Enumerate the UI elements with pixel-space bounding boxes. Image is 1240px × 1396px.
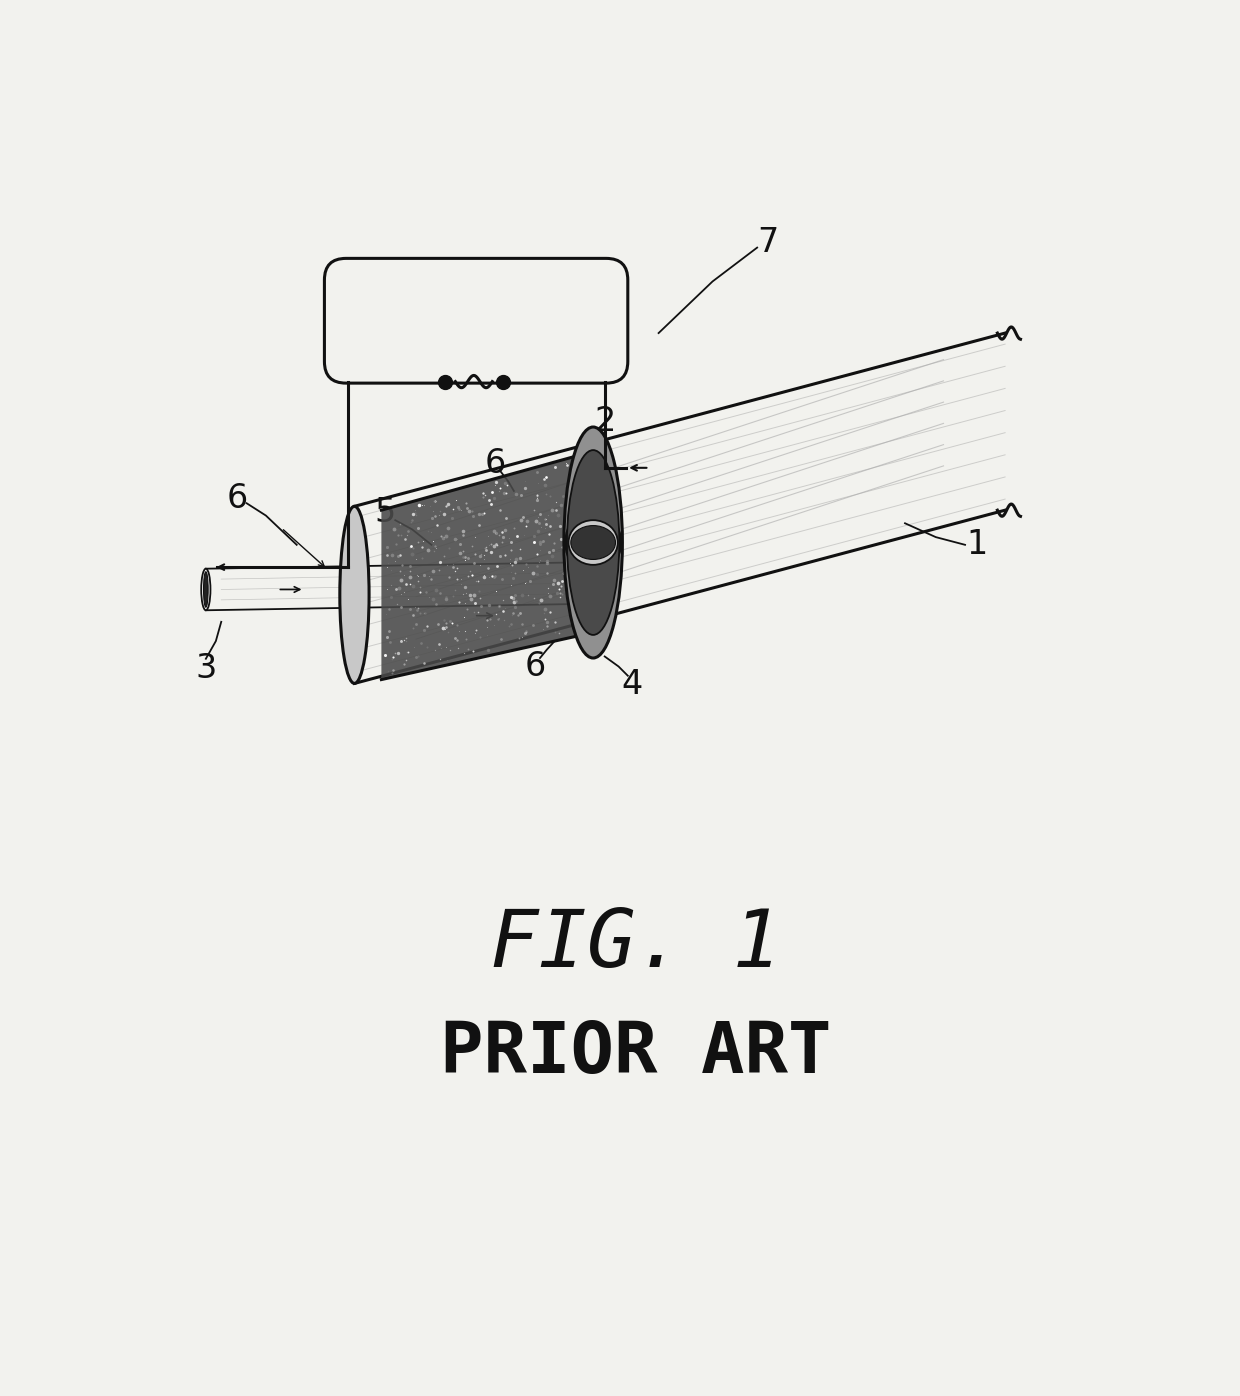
Ellipse shape xyxy=(570,525,615,560)
Text: 2: 2 xyxy=(594,405,615,438)
Ellipse shape xyxy=(564,427,622,658)
Text: 4: 4 xyxy=(621,669,642,701)
Text: 6: 6 xyxy=(227,482,248,515)
Text: 3: 3 xyxy=(195,652,217,684)
Text: 1: 1 xyxy=(967,528,988,561)
Ellipse shape xyxy=(567,450,619,635)
Ellipse shape xyxy=(203,572,208,607)
Ellipse shape xyxy=(340,507,370,684)
Ellipse shape xyxy=(568,521,618,565)
Ellipse shape xyxy=(565,510,620,575)
Polygon shape xyxy=(382,452,589,680)
Text: 7: 7 xyxy=(758,226,779,260)
Text: PRIOR ART: PRIOR ART xyxy=(440,1019,831,1087)
Text: FIG. 1: FIG. 1 xyxy=(490,906,781,984)
Text: 6: 6 xyxy=(485,448,506,480)
Text: 5: 5 xyxy=(374,496,396,529)
Text: 6: 6 xyxy=(525,651,546,683)
Ellipse shape xyxy=(201,568,211,610)
